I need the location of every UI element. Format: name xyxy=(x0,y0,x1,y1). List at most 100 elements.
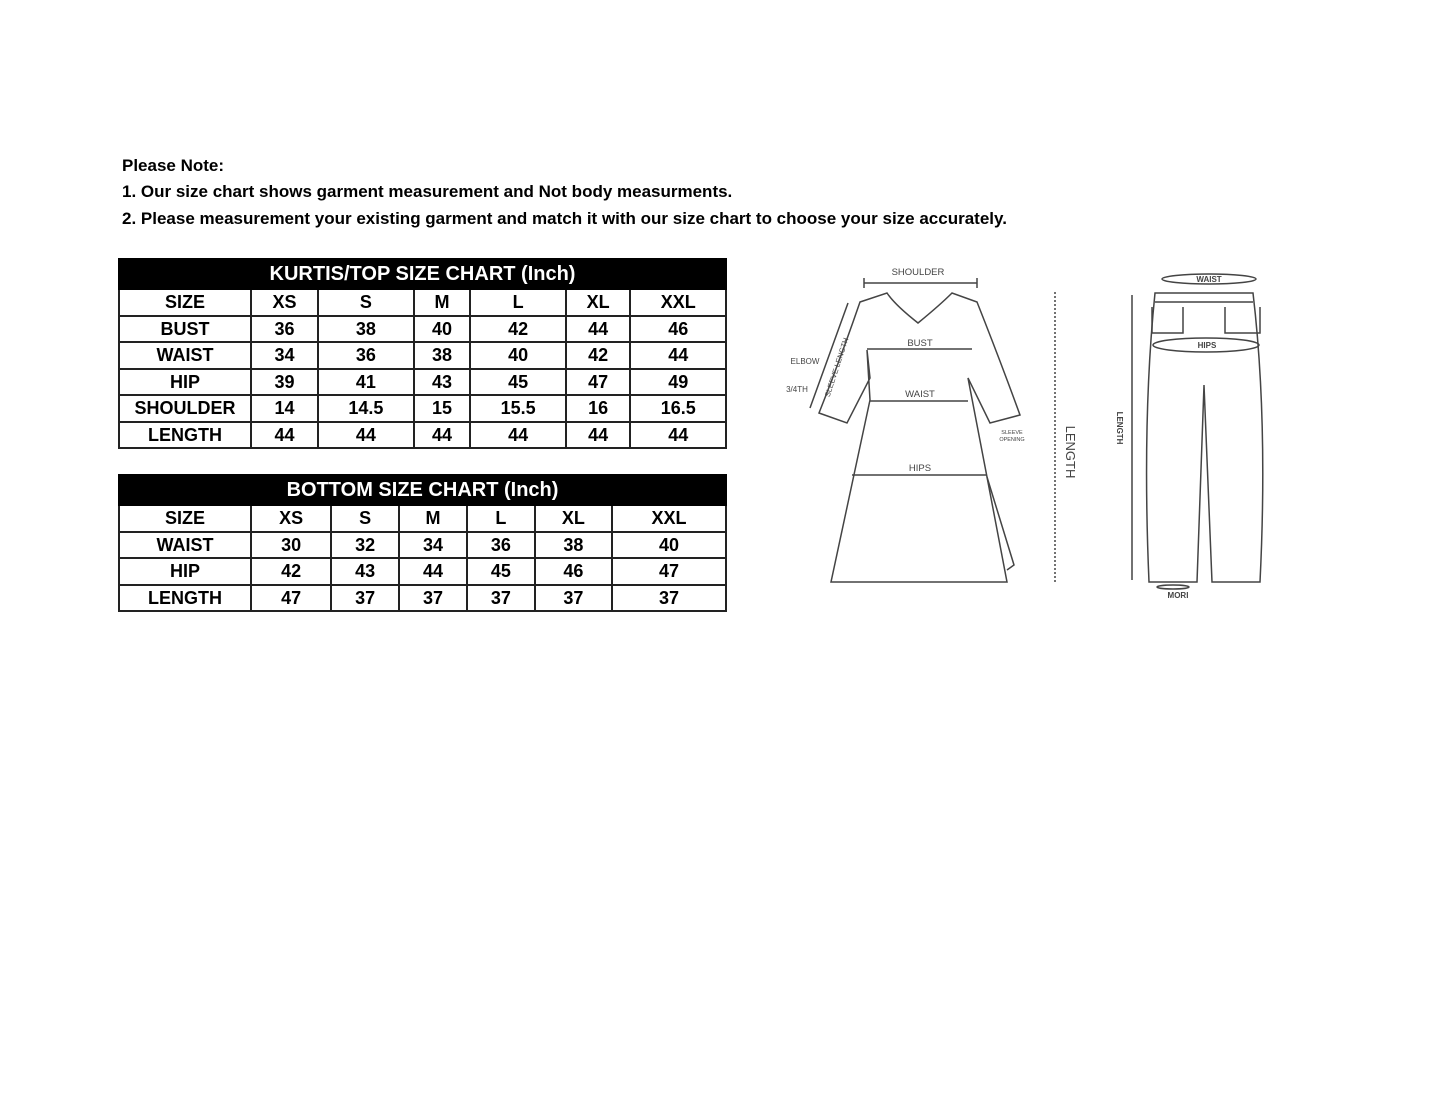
pants-labels: WAIST HIPS LENGTH MORI xyxy=(1115,275,1222,600)
table-row: WAIST 34 36 38 40 42 44 xyxy=(118,341,727,370)
table-cell: 16 xyxy=(564,394,632,423)
table-cell: XL xyxy=(533,504,613,533)
table-cell: 46 xyxy=(629,314,727,343)
table-row: LENGTH 44 44 44 44 44 44 xyxy=(118,420,727,449)
table-cell: 15 xyxy=(412,394,472,423)
label-pants-length: LENGTH xyxy=(1115,412,1124,445)
label-sleeve-length: SLEEVE LENGTH xyxy=(823,336,851,397)
row-label: SIZE xyxy=(118,288,252,317)
label-elbow: ELBOW xyxy=(791,357,820,366)
table-row: BUST 36 38 40 42 44 46 xyxy=(118,314,727,343)
table-cell: 37 xyxy=(330,583,401,612)
label-kurta-length: LENGTH xyxy=(1063,426,1078,479)
table-cell: 36 xyxy=(465,530,536,559)
table-header-row: SIZE XS S M L XL XXL xyxy=(118,504,728,533)
row-label: LENGTH xyxy=(118,420,252,449)
table-cell: 39 xyxy=(249,367,320,396)
table-row: SHOULDER 14 14.5 15 15.5 16 16.5 xyxy=(118,394,727,423)
chart-title: BOTTOM SIZE CHART (Inch) xyxy=(118,474,727,506)
row-label: BUST xyxy=(118,314,252,343)
waist-ellipse xyxy=(1161,273,1257,285)
table-cell: XL xyxy=(564,288,632,317)
table-cell: 15.5 xyxy=(469,394,567,423)
table-cell: 38 xyxy=(412,341,472,370)
pants-outline xyxy=(1145,292,1264,583)
table-cell: 36 xyxy=(249,314,320,343)
right-pocket xyxy=(1224,307,1261,334)
kurtis-size-chart: KURTIS/TOP SIZE CHART (Inch) SIZE XS S M L XL X… xyxy=(118,258,727,449)
row-label: LENGTH xyxy=(118,583,252,612)
row-label: SHOULDER xyxy=(118,394,252,423)
label-three-fourth: 3/4TH xyxy=(786,385,808,394)
table-cell: 41 xyxy=(317,367,415,396)
table-cell: 47 xyxy=(564,367,632,396)
table-cell: M xyxy=(412,288,472,317)
table-cell: 14.5 xyxy=(317,394,415,423)
table-cell: 44 xyxy=(317,420,415,449)
table-header-row: SIZE XS S M L XL XXL xyxy=(118,288,727,317)
kurta-outline xyxy=(818,292,1021,583)
table-cell: 40 xyxy=(469,341,567,370)
table-cell: 37 xyxy=(610,583,728,612)
table-row: HIP 39 41 43 45 47 49 xyxy=(118,367,727,396)
table-cell: 43 xyxy=(412,367,472,396)
table-row: HIP 42 43 44 45 46 47 xyxy=(118,557,728,586)
chart-title: KURTIS/TOP SIZE CHART (Inch) xyxy=(118,258,727,290)
table-cell: 37 xyxy=(398,583,468,612)
row-label: HIP xyxy=(118,367,252,396)
table-cell: 45 xyxy=(465,557,536,586)
table-cell: 34 xyxy=(398,530,468,559)
row-label: HIP xyxy=(118,557,252,586)
table-cell: 37 xyxy=(465,583,536,612)
note-heading: Please Note: xyxy=(122,156,225,175)
kurta-labels: SHOULDER BUST WAIST HIPS ELBOW 3/4TH SLE… xyxy=(786,267,1078,478)
row-label: SIZE xyxy=(118,504,252,533)
sleeve-length-line xyxy=(809,302,849,409)
hips-ellipse xyxy=(1152,337,1260,353)
mori-ellipse xyxy=(1156,584,1190,590)
table-cell: 40 xyxy=(412,314,472,343)
table-cell: XXL xyxy=(629,288,727,317)
table-cell: 42 xyxy=(469,314,567,343)
kurta-illustration xyxy=(809,278,1056,583)
table-cell: S xyxy=(317,288,415,317)
table-cell: 44 xyxy=(564,420,632,449)
bottom-size-chart: BOTTOM SIZE CHART (Inch) SIZE XS S M L XL XXL WA… xyxy=(118,474,728,612)
label-pants-hips: HIPS xyxy=(1198,341,1217,350)
table-cell: 44 xyxy=(469,420,567,449)
table-cell: 44 xyxy=(629,420,727,449)
table-cell: 44 xyxy=(629,341,727,370)
label-shoulder: SHOULDER xyxy=(892,267,945,278)
table-cell: 44 xyxy=(412,420,472,449)
table-cell: XS xyxy=(249,288,320,317)
table-cell: 49 xyxy=(629,367,727,396)
table-cell: 30 xyxy=(249,530,333,559)
table-cell: L xyxy=(469,288,567,317)
left-pocket xyxy=(1151,307,1184,334)
table-cell: 14 xyxy=(249,394,320,423)
table-cell: 44 xyxy=(564,314,632,343)
note-line-1: 1. Our size chart shows garment measurem… xyxy=(122,182,733,201)
label-mori: MORI xyxy=(1168,591,1189,600)
label-waist: WAIST xyxy=(905,389,935,400)
kurta-slit xyxy=(986,476,1015,571)
table-cell: 44 xyxy=(249,420,320,449)
row-label: WAIST xyxy=(118,341,252,370)
table-cell: 46 xyxy=(533,557,613,586)
row-label: WAIST xyxy=(118,530,252,559)
label-sleeve-opening-2: OPENING xyxy=(999,437,1024,443)
table-row: LENGTH 47 37 37 37 37 37 xyxy=(118,583,728,612)
label-sleeve-opening-1: SLEEVE xyxy=(1001,430,1023,436)
label-bust: BUST xyxy=(907,338,933,349)
table-row: WAIST 30 32 34 36 38 40 xyxy=(118,530,728,559)
table-cell: 45 xyxy=(469,367,567,396)
label-pants-waist: WAIST xyxy=(1196,275,1221,284)
table-cell: 44 xyxy=(398,557,468,586)
table-cell: 16.5 xyxy=(629,394,727,423)
table-cell: 47 xyxy=(249,583,333,612)
table-cell: 34 xyxy=(249,341,320,370)
table-cell: 38 xyxy=(317,314,415,343)
table-cell: 36 xyxy=(317,341,415,370)
